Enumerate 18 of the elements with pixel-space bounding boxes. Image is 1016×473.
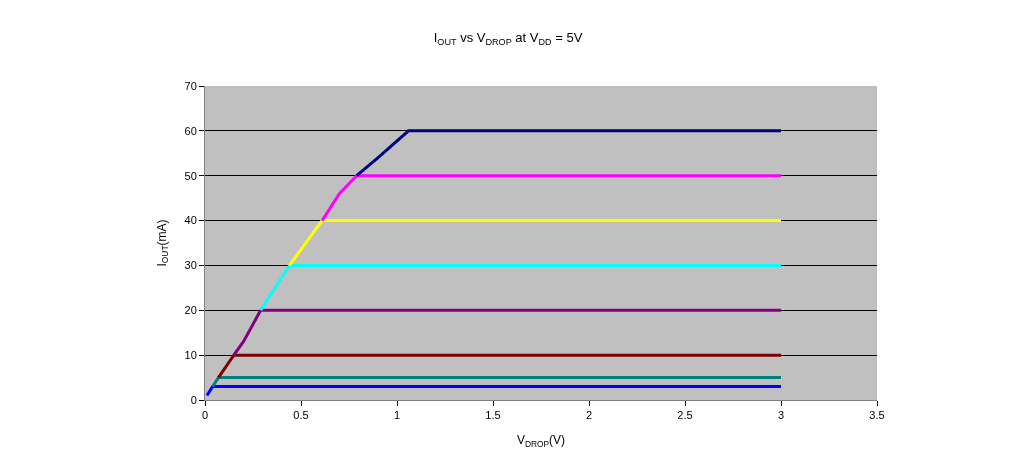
x-tick-label: 2 — [585, 409, 593, 422]
x-tick-label: 1.5 — [485, 409, 501, 422]
y-tick-label: 10 — [184, 348, 197, 361]
y-tick-label: 40 — [184, 214, 197, 227]
x-axis-title: V$_{DROP}$(V) — [516, 433, 566, 449]
x-tick-label: 3.5 — [869, 409, 885, 422]
y-tick-label: 70 — [184, 79, 197, 92]
x-tick-label: 3 — [777, 409, 785, 422]
x-tick-label: 1 — [393, 409, 401, 422]
y-tick-label: 50 — [184, 169, 197, 182]
y-tick-label: 0 — [190, 393, 197, 406]
x-tick-label: 2.5 — [677, 409, 693, 422]
y-tick-label: 60 — [184, 124, 197, 137]
y-tick-label: 30 — [184, 259, 197, 272]
x-tick-label: 0.5 — [293, 409, 309, 422]
chart-title: I$_{OUT}$ vs V$_{DROP}$ at V$_{DD}$ = 5V — [433, 30, 583, 47]
x-tick-label: 0 — [201, 409, 209, 422]
y-tick-label: 20 — [184, 304, 197, 317]
